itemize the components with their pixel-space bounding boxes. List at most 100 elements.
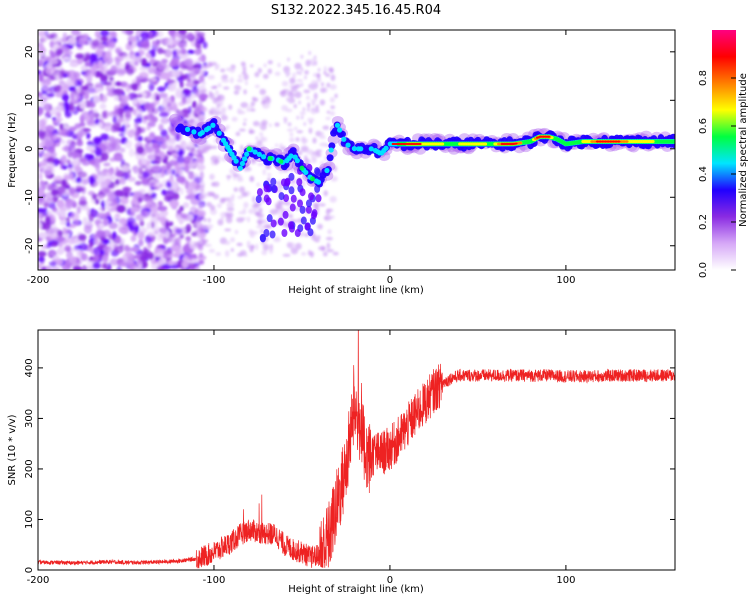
spectrogram-cell: [123, 244, 130, 252]
ridge-cell: [670, 139, 675, 144]
colorbar: 0.0 0.2 0.4 0.6 0.8 Normalized spectral ampl…: [698, 30, 749, 278]
spectrogram-cell: [95, 87, 104, 92]
spectrogram-cell: [167, 79, 172, 85]
spectrogram-cell: [261, 96, 268, 101]
spectrogram-cell: [83, 225, 92, 234]
spectrogram-cell: [165, 139, 176, 147]
spectrogram-cell: [176, 36, 181, 44]
spectrogram-cell: [116, 50, 124, 57]
spectrogram-cell: [266, 100, 270, 104]
spectrogram-cell: [256, 182, 261, 187]
spectrogram-cell: [229, 167, 237, 175]
spectrogram-cell: [220, 114, 228, 121]
spectrogram-cell: [293, 103, 297, 109]
spectrogram-cell: [287, 57, 291, 62]
spectrogram-cell: [62, 226, 67, 233]
spectrogram-cell: [120, 196, 129, 205]
spectrogram-cell: [93, 253, 99, 262]
ridge-cell: [508, 142, 513, 146]
y-tick-label: 300: [24, 409, 35, 428]
spectrogram-cell: [128, 148, 135, 158]
ridge-cell: [402, 142, 406, 146]
x-tick-label: -200: [27, 275, 50, 286]
ridge-cell: [294, 229, 301, 238]
spectrogram-cell: [304, 155, 308, 162]
spectrogram-cell: [201, 65, 209, 70]
spectrogram-cell: [196, 31, 205, 38]
spectrogram-cell: [70, 212, 80, 222]
spectrogram-cell: [157, 61, 168, 71]
spectrogram-cell: [303, 121, 307, 126]
spectrogram-cell: [86, 145, 96, 152]
spectrogram-cell: [177, 41, 188, 48]
ridge-cell: [244, 151, 250, 157]
spectrogram-cell: [114, 178, 120, 186]
ridge-cell: [266, 214, 273, 223]
spectrogram-cell: [41, 181, 46, 191]
spectrogram-cell: [117, 222, 124, 228]
spectrogram-cell: [38, 232, 48, 239]
ridge-cell: [324, 167, 330, 174]
ridge-cell: [412, 142, 417, 146]
spectrogram-cell: [157, 248, 165, 254]
ridge-cell: [538, 135, 543, 138]
spectrogram-cell: [224, 240, 231, 245]
spectrogram-cell: [307, 117, 315, 122]
spectrogram-cell: [85, 114, 90, 123]
spectrogram-cell: [325, 116, 331, 121]
spectrogram-cell: [113, 246, 124, 254]
spectrogram-cell: [215, 251, 222, 257]
spectrogram-cell: [140, 58, 148, 67]
spectrogram-cell: [75, 177, 82, 184]
spectrogram-cell: [249, 247, 254, 253]
spectrogram-cell: [289, 89, 296, 94]
spectrogram-cell: [209, 173, 216, 181]
spectrogram-cell: [315, 130, 322, 137]
spectrogram-cell: [103, 169, 114, 178]
spectrogram-cell: [182, 254, 188, 262]
spectrogram-cell: [277, 62, 281, 68]
spectrogram-cell: [268, 123, 272, 128]
spectrogram-cell: [133, 191, 144, 200]
ridge-cell: [308, 192, 315, 201]
spectrogram-cell: [217, 82, 222, 88]
spectrogram-cell: [309, 120, 313, 125]
spectrogram-cell: [236, 217, 244, 223]
spectrogram-cell: [258, 220, 262, 226]
spectrogram-cell: [53, 84, 62, 93]
ridge-cell: [270, 219, 277, 228]
spectrogram-cell: [146, 113, 155, 122]
spectrogram-cell: [147, 146, 155, 151]
ridge-cell: [334, 122, 341, 128]
spectrogram-cell: [103, 57, 108, 63]
spectrogram-cell: [298, 71, 302, 76]
x-tick-label: -100: [203, 275, 226, 286]
spectrogram-cell: [75, 187, 85, 192]
spectrogram-cell: [219, 197, 226, 204]
ridge-cell: [256, 188, 263, 197]
spectrogram-cell: [93, 246, 101, 256]
spectrogram-cell: [150, 221, 155, 229]
spectrogram-cell: [53, 175, 64, 182]
spectrogram-cell: [46, 140, 54, 148]
spectrogram-cell: [223, 86, 230, 90]
spectrogram-cell: [108, 222, 118, 230]
spectrogram-cell: [285, 73, 289, 78]
spectrogram-cell: [220, 107, 227, 112]
ridge-cell: [394, 142, 398, 146]
spectrogram-cell: [287, 93, 291, 98]
spectrogram-cell: [292, 72, 296, 80]
colorbar-label: Normalized spectral amplitude: [738, 73, 749, 227]
ridge-cell: [259, 233, 266, 242]
y-tick-label: 0: [24, 146, 35, 152]
spectrogram-cell: [308, 127, 313, 134]
spectrogram-cell: [130, 128, 138, 135]
spectrogram-cell: [38, 188, 45, 197]
spectrogram-cell: [123, 109, 133, 115]
spectrogram-cell: [231, 193, 235, 199]
spectrogram-cell: [121, 53, 132, 61]
spectrogram-cell: [92, 262, 101, 269]
spectrogram-cell: [212, 181, 220, 187]
spectrogram-cell: [49, 58, 59, 65]
spectrogram-cell: [311, 234, 318, 241]
